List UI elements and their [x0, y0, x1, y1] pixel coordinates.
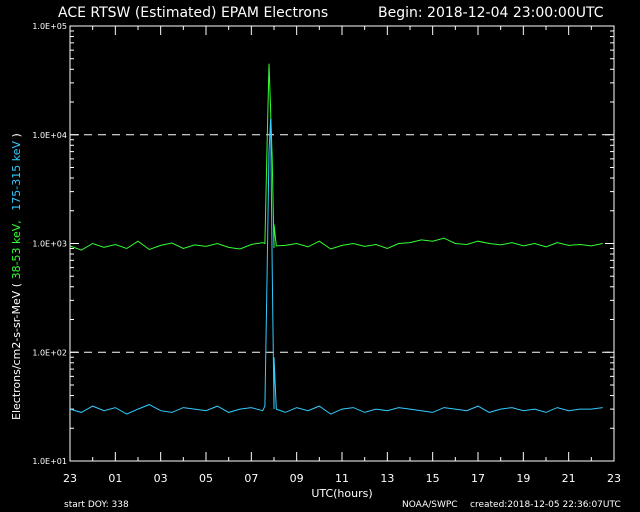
- y-axis-ticks: 1.0E+01 1.0E+02 1.0E+03 1.0E+04 1.0E+05: [32, 22, 614, 466]
- plot-frame: [69, 25, 615, 462]
- x-tick-label-4: 07: [244, 472, 258, 485]
- x-tick-label-1: 01: [108, 472, 122, 485]
- footer-agency: NOAA/SWPC: [402, 500, 458, 510]
- y-axis-label-prefix: Electrons/cm2-s-sr-MeV (: [10, 283, 23, 420]
- data-series: [69, 63, 603, 415]
- y-axis-label-series1: 38-53 keV,: [10, 220, 23, 279]
- series-line-1: [69, 63, 603, 251]
- x-tick-label-12: 23: [607, 472, 621, 485]
- x-axis-ticks: 23 01 03 05 07 09 11 13 15 17 19 21 23: [63, 26, 621, 485]
- x-tick-label-9: 17: [471, 472, 485, 485]
- footer-created: created:2018-12-05 22:36:07UTC: [470, 500, 621, 510]
- y-axis-label-suffix: ): [10, 133, 23, 137]
- x-tick-label-2: 03: [154, 472, 168, 485]
- begin-time-label: Begin: 2018-12-04 23:00:00UTC: [378, 5, 604, 21]
- x-tick-label-10: 19: [516, 472, 530, 485]
- chart-title: ACE RTSW (Estimated) EPAM Electrons: [58, 5, 328, 21]
- footer-start-doy: start DOY: 338: [64, 500, 129, 510]
- x-tick-label-6: 11: [335, 472, 349, 485]
- x-axis-label: UTC(hours): [311, 487, 372, 500]
- y-tick-label-0: 1.0E+01: [32, 457, 67, 466]
- x-tick-label-11: 21: [562, 472, 576, 485]
- x-tick-label-0: 23: [63, 472, 77, 485]
- x-tick-label-7: 13: [380, 472, 394, 485]
- y-tick-label-2: 1.0E+03: [32, 240, 67, 249]
- y-axis-label: Electrons/cm2-s-sr-MeV ( 38-53 keV, 175-…: [10, 133, 23, 420]
- y-tick-label-3: 1.0E+04: [32, 131, 67, 140]
- y-axis-label-series2: 175-315 keV: [10, 140, 23, 210]
- y-tick-label-1: 1.0E+02: [32, 348, 67, 357]
- x-tick-label-3: 05: [199, 472, 213, 485]
- x-tick-label-8: 15: [426, 472, 440, 485]
- reference-lines: [70, 134, 614, 353]
- y-tick-label-4: 1.0E+05: [32, 22, 67, 31]
- series-line-2: [69, 118, 603, 415]
- x-tick-label-5: 09: [290, 472, 304, 485]
